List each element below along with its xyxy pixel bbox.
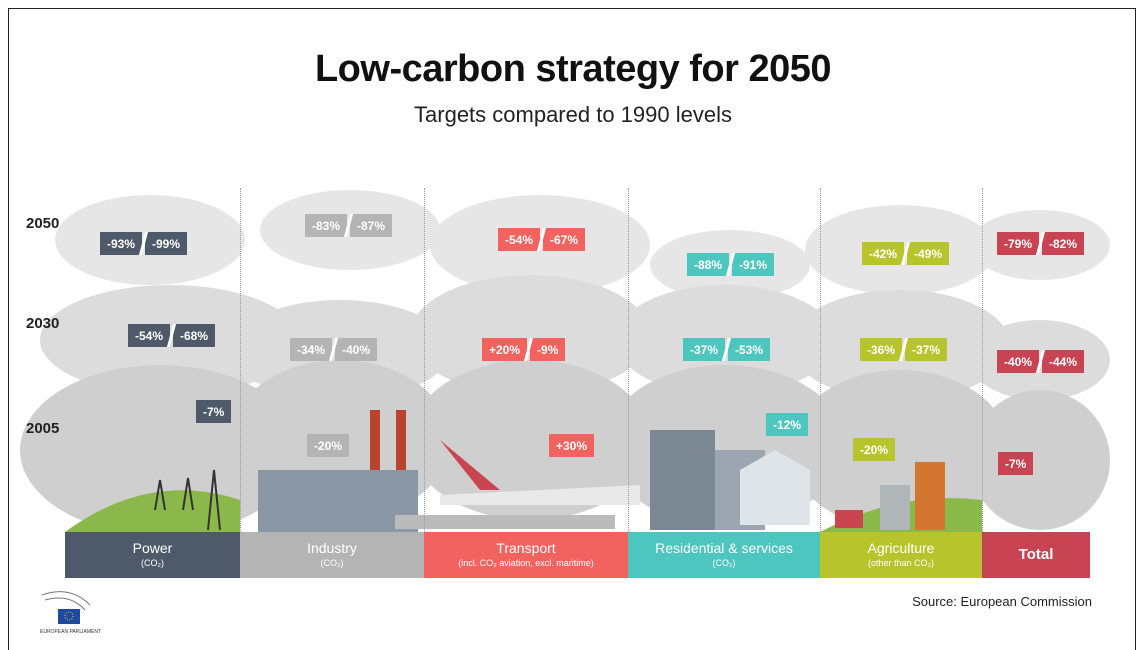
target-value: -67% [543,228,586,251]
target-value: -82% [1042,232,1085,255]
target-value: -99% [145,232,188,255]
divider [240,188,241,532]
divider [982,188,983,532]
sector-band: Industry (CO₂) [240,532,424,578]
target-value: -88% [687,253,730,276]
target-value: -68% [173,324,216,347]
sector-name: Residential & services [655,540,793,556]
target-value: -20% [307,434,350,457]
target-box: -20% [853,438,896,461]
target-box: -93% -99% [100,232,188,255]
target-box: -79% -82% [997,232,1085,255]
subtitle: Targets compared to 1990 levels [414,102,732,127]
year-label: 2005 [26,420,60,437]
target-box: -20% [307,434,350,457]
target-box: -88% -91% [687,253,775,276]
target-value: -93% [100,232,143,255]
sector-band: Residential & services (CO₂) [628,532,820,578]
sector-name: Agriculture [867,540,935,556]
target-value: -42% [862,242,905,265]
target-box: -34% -40% [290,338,378,361]
frame [8,8,1136,650]
sector-note: (CO₂) [320,558,344,568]
year-label: 2050 [26,215,60,232]
sector-name: Power [132,540,173,556]
target-value: -40% [335,338,378,361]
sector-note: (CO₂) [141,558,164,568]
target-value: -44% [1042,350,1085,373]
logo-text: EUROPEAN PARLIAMENT [40,629,102,635]
target-box: -7% [998,452,1034,475]
target-value: -7% [196,400,232,423]
target-value: -83% [305,214,348,237]
target-value: -91% [732,253,775,276]
target-value: -9% [530,338,566,361]
target-box: -40% -44% [997,350,1085,373]
target-value: -79% [997,232,1040,255]
target-box: -54% -67% [498,228,586,251]
target-value: -34% [290,338,333,361]
target-value: -36% [860,338,903,361]
divider [424,188,425,532]
sector-name: Transport [496,540,556,556]
sector-band: Transport (incl. CO₂ aviation, excl. mari… [424,532,628,578]
sector-note: (CO₂) [712,558,736,568]
sector-note: (other than CO₂) [867,558,935,568]
target-value: -37% [683,338,726,361]
target-value: +20% [482,338,528,361]
target-box: -83% -87% [305,214,393,237]
target-value: +30% [549,434,595,457]
target-box: -7% [196,400,232,423]
target-value: -7% [998,452,1034,475]
target-box: -12% [766,413,809,436]
target-value: -87% [350,214,393,237]
sector-band: Total [982,532,1090,578]
target-value: -53% [728,338,771,361]
sector-note: (incl. CO₂ aviation, excl. maritime) [458,558,594,568]
target-value: -40% [997,350,1040,373]
target-box: -36% -37% [860,338,948,361]
target-value: -54% [498,228,541,251]
sector-band: Power (CO₂) [65,532,240,578]
target-box: -54% -68% [128,324,216,347]
target-value: -54% [128,324,171,347]
sector-name: Total [1018,546,1054,563]
target-box: +30% [549,434,595,457]
target-value: -20% [853,438,896,461]
divider [820,188,821,532]
divider [628,188,629,532]
logo [41,591,91,624]
target-box: -37% -53% [683,338,771,361]
title: Low-carbon strategy for 2050 [314,48,832,90]
sector-band: Agriculture (other than CO₂) [820,532,982,578]
source: Source: European Commission [912,594,1092,609]
target-box: -42% -49% [862,242,950,265]
target-value: -12% [766,413,809,436]
target-value: -37% [905,338,948,361]
year-label: 2030 [26,315,60,332]
target-box: +20% -9% [482,338,566,361]
sector-name: Industry [307,540,357,556]
target-value: -49% [907,242,950,265]
